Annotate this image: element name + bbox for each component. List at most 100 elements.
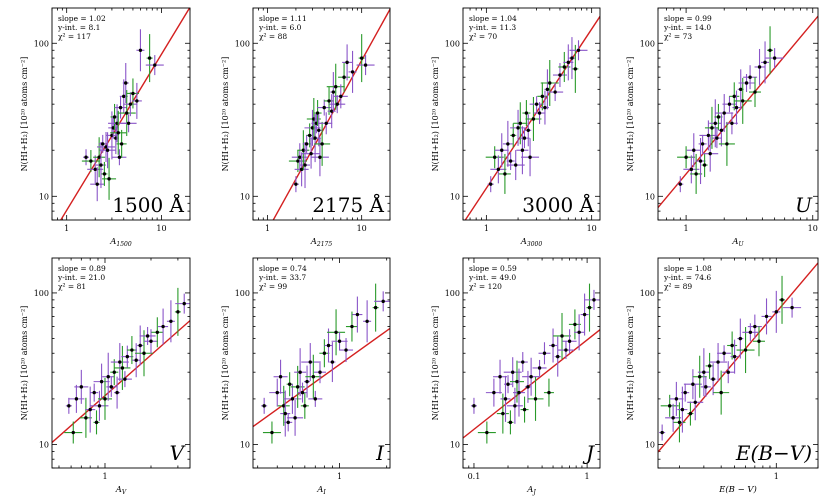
data-point xyxy=(715,136,719,140)
data-point xyxy=(138,48,143,52)
data-point xyxy=(763,60,767,65)
data-point xyxy=(84,416,88,420)
data-point xyxy=(293,416,297,420)
data-point xyxy=(688,411,693,416)
fit-stat-1: y-int. = 21.0 xyxy=(57,273,105,282)
data-point xyxy=(330,360,335,364)
x-axis-label: A3000 xyxy=(520,237,543,248)
band-label: U xyxy=(795,193,813,217)
x-tick-label: 1 xyxy=(64,224,69,233)
x-axis-label-sub: I xyxy=(322,489,326,496)
x-axis-label-sub: 2175 xyxy=(316,241,332,248)
data-point xyxy=(119,142,124,146)
data-point xyxy=(94,420,99,425)
data-point xyxy=(492,390,496,395)
data-point xyxy=(708,151,712,156)
data-point xyxy=(125,354,130,359)
y-axis-label: N(HI+H₂) [10²⁰ atoms cm⁻²] xyxy=(626,57,635,172)
data-point xyxy=(711,377,715,381)
data-point xyxy=(308,360,312,364)
data-point xyxy=(573,67,578,71)
data-point xyxy=(105,148,110,152)
data-point xyxy=(124,81,128,85)
panel-p2175: 1 10 10 100 slope = 1.11y-int. = 6.0χ² = 88 2… xyxy=(221,7,391,248)
data-point xyxy=(138,343,142,348)
data-point xyxy=(290,397,295,401)
band-label: I xyxy=(375,441,385,465)
data-point xyxy=(526,385,530,389)
x-axis-label-sub: U xyxy=(739,241,745,248)
data-point xyxy=(318,370,322,374)
data-point xyxy=(305,379,309,384)
data-point xyxy=(667,404,672,408)
data-point xyxy=(537,366,542,370)
plot-frame xyxy=(657,7,819,221)
y-axis-label: N(HI+H₂) [10²⁰ atoms cm⁻²] xyxy=(20,306,29,421)
data-point xyxy=(128,102,133,106)
y-axis-label: N(HI+H₂) [10²⁰ atoms cm⁻²] xyxy=(221,57,230,172)
fit-stat-2: χ² = 88 xyxy=(259,32,287,41)
fit-stat-2: χ² = 70 xyxy=(469,32,497,41)
data-point xyxy=(118,105,123,110)
data-point xyxy=(501,411,505,416)
data-point xyxy=(303,404,307,408)
fit-stat-2: χ² = 120 xyxy=(469,282,502,291)
data-point xyxy=(118,360,122,364)
data-point xyxy=(300,390,305,395)
data-point xyxy=(500,148,504,152)
data-point xyxy=(531,117,536,121)
data-point xyxy=(508,420,513,425)
data-point xyxy=(522,136,527,140)
band-label: 3000 Å xyxy=(522,192,594,217)
fit-line xyxy=(59,8,190,220)
data-point xyxy=(301,148,306,152)
data-point xyxy=(713,121,717,125)
data-point xyxy=(780,298,784,302)
data-point xyxy=(566,60,571,65)
data-point xyxy=(704,385,708,389)
data-point xyxy=(511,370,515,374)
data-point xyxy=(677,420,682,425)
data-point xyxy=(107,177,111,181)
data-point xyxy=(702,163,707,167)
fit-stat-1: y-int. = 14.0 xyxy=(663,23,711,32)
x-tick-label: 1 xyxy=(774,472,779,481)
band-label: 1500 Å xyxy=(112,192,184,217)
data-point xyxy=(533,397,538,401)
data-point xyxy=(498,375,502,379)
data-point xyxy=(311,375,316,379)
data-point xyxy=(683,390,687,395)
data-point xyxy=(125,111,129,115)
data-point xyxy=(89,159,93,163)
fit-stat-2: χ² = 73 xyxy=(664,32,692,41)
data-point xyxy=(350,324,354,329)
data-point xyxy=(660,430,664,435)
data-point xyxy=(516,126,520,130)
x-axis-label-sub: 3000 xyxy=(527,241,542,248)
data-point xyxy=(684,155,688,159)
data-point xyxy=(741,99,745,103)
data-point xyxy=(296,159,300,163)
data-point xyxy=(739,87,743,92)
data-point xyxy=(135,99,139,103)
panel-pJ: 0.1 1 10 100 slope = 0.59y-int. = 49.0χ² = 1… xyxy=(431,257,601,496)
data-point xyxy=(298,370,302,374)
data-point xyxy=(126,121,131,125)
data-point xyxy=(768,48,772,52)
data-point xyxy=(106,375,110,379)
data-point xyxy=(534,102,539,106)
data-point xyxy=(726,370,730,374)
data-point xyxy=(93,167,97,172)
data-point xyxy=(503,172,507,176)
fit-line xyxy=(272,8,390,220)
fit-stat-0: slope = 0.89 xyxy=(58,264,106,273)
y-tick-label: 10 xyxy=(450,441,460,450)
data-point xyxy=(700,142,705,146)
data-point xyxy=(564,348,568,352)
data-point xyxy=(529,375,533,379)
panel-p3000: 1 10 10 100 slope = 1.04y-int. = 11.3χ² = 70… xyxy=(431,7,601,248)
data-point xyxy=(790,305,794,310)
data-point xyxy=(526,128,530,132)
fit-stat-1: y-int. = 8.1 xyxy=(57,23,100,32)
